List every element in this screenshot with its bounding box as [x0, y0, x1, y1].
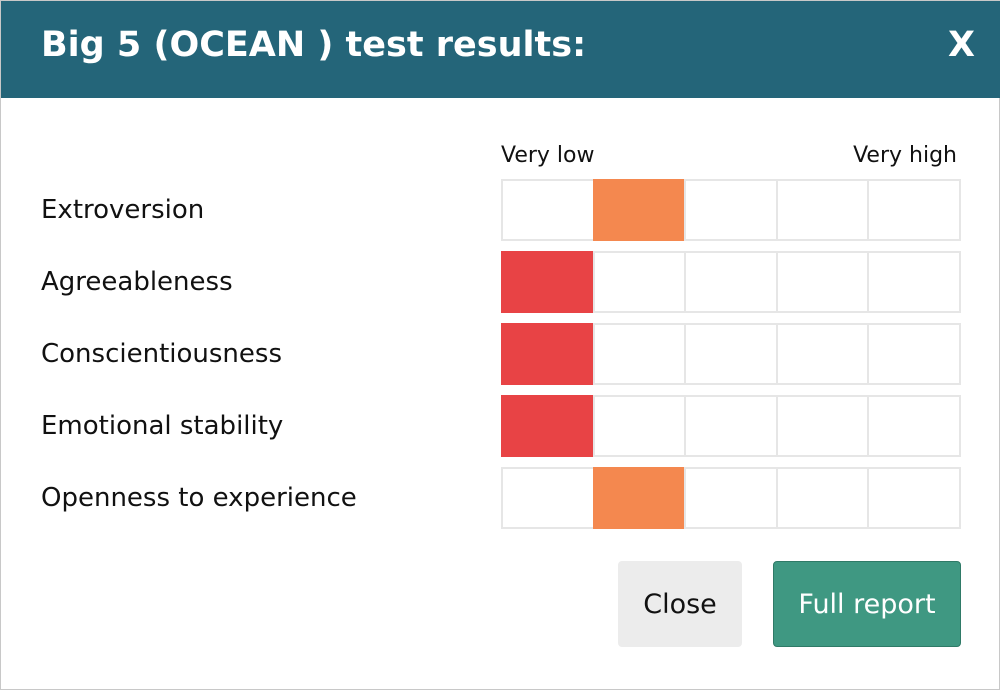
scale-cell: [592, 323, 687, 385]
close-button[interactable]: Close: [618, 561, 742, 647]
scale-cell: [592, 251, 687, 313]
scale-cell: [684, 395, 778, 457]
trait-label: Openness to experience: [41, 483, 357, 513]
trait-label: Extroversion: [41, 195, 205, 225]
scale-cell: [775, 179, 870, 241]
scale-cell: [592, 395, 687, 457]
scale-cell: [501, 467, 595, 529]
close-icon[interactable]: X: [948, 25, 975, 65]
scale-cell: [684, 323, 778, 385]
scale-cell: [867, 395, 961, 457]
trait-label: Agreeableness: [41, 267, 233, 297]
scale-cell: [501, 179, 595, 241]
level-mark: [501, 395, 595, 457]
full-report-button[interactable]: Full report: [773, 561, 961, 647]
level-mark: [592, 179, 687, 241]
title: Big 5 (OCEAN ) test results:: [41, 25, 587, 65]
scale-cell: [867, 179, 961, 241]
trait-scale: [501, 251, 961, 313]
scale-cell: [684, 251, 778, 313]
scale-cell: [775, 395, 870, 457]
level-mark: [501, 323, 595, 385]
scale-cell: [775, 323, 870, 385]
trait-label: Conscientiousness: [41, 339, 282, 369]
trait-scale: [501, 323, 961, 385]
scale-cell: [775, 467, 870, 529]
scale-low-label: Very low: [501, 143, 595, 168]
level-mark: [592, 467, 687, 529]
trait-scale: [501, 179, 961, 241]
scale-cell: [867, 251, 961, 313]
trait-label: Emotional stability: [41, 411, 284, 441]
trait-scale: [501, 395, 961, 457]
scale-cell: [684, 179, 778, 241]
scale-cell: [867, 467, 961, 529]
scale-high-label: Very high: [853, 143, 957, 168]
header: Big 5 (OCEAN ) test results: X: [1, 1, 1000, 98]
scale-cell: [867, 323, 961, 385]
trait-scale: [501, 467, 961, 529]
scale-cell: [684, 467, 778, 529]
scale-cell: [775, 251, 870, 313]
level-mark: [501, 251, 595, 313]
